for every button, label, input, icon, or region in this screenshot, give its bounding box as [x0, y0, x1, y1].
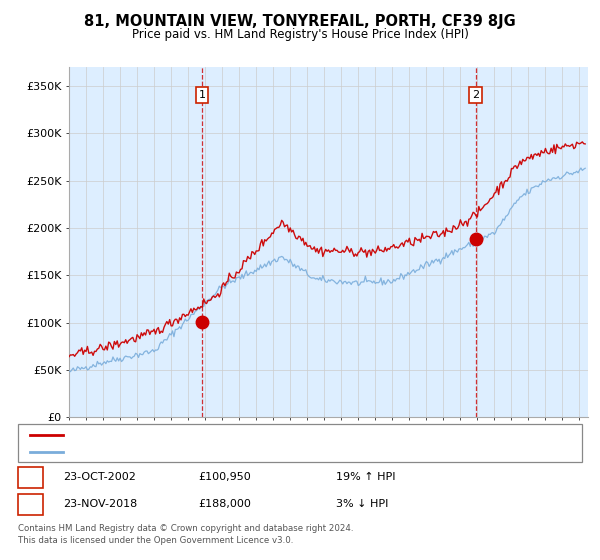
Text: 1: 1: [27, 472, 34, 482]
Text: 23-OCT-2002: 23-OCT-2002: [63, 472, 136, 482]
Text: 81, MOUNTAIN VIEW, TONYREFAIL, PORTH, CF39 8JG (detached house): 81, MOUNTAIN VIEW, TONYREFAIL, PORTH, CF…: [72, 430, 422, 440]
Text: 23-NOV-2018: 23-NOV-2018: [63, 499, 137, 509]
Text: £188,000: £188,000: [198, 499, 251, 509]
Text: £100,950: £100,950: [198, 472, 251, 482]
Text: HPI: Average price, detached house, Rhondda Cynon Taf: HPI: Average price, detached house, Rhon…: [72, 447, 353, 457]
Text: 81, MOUNTAIN VIEW, TONYREFAIL, PORTH, CF39 8JG: 81, MOUNTAIN VIEW, TONYREFAIL, PORTH, CF…: [84, 14, 516, 29]
Text: Price paid vs. HM Land Registry's House Price Index (HPI): Price paid vs. HM Land Registry's House …: [131, 28, 469, 41]
Text: 3% ↓ HPI: 3% ↓ HPI: [336, 499, 388, 509]
Text: 2: 2: [472, 90, 479, 100]
Text: Contains HM Land Registry data © Crown copyright and database right 2024.
This d: Contains HM Land Registry data © Crown c…: [18, 524, 353, 545]
Text: 1: 1: [199, 90, 205, 100]
Text: 2: 2: [27, 499, 34, 509]
Text: 19% ↑ HPI: 19% ↑ HPI: [336, 472, 395, 482]
